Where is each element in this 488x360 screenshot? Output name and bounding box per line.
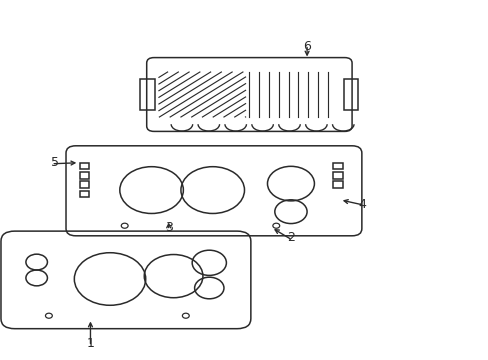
- Bar: [80, 181, 89, 188]
- Bar: [80, 191, 89, 197]
- Text: 3: 3: [164, 221, 172, 234]
- Text: 5: 5: [51, 156, 59, 169]
- Text: 6: 6: [303, 40, 310, 53]
- Bar: [343, 79, 358, 110]
- Text: 2: 2: [286, 231, 294, 244]
- Text: 4: 4: [357, 198, 365, 211]
- Bar: [333, 163, 343, 169]
- Bar: [333, 172, 343, 179]
- Bar: [80, 172, 89, 179]
- Bar: [140, 79, 155, 110]
- Text: 1: 1: [86, 337, 94, 350]
- Bar: [80, 163, 89, 169]
- Bar: [333, 181, 343, 188]
